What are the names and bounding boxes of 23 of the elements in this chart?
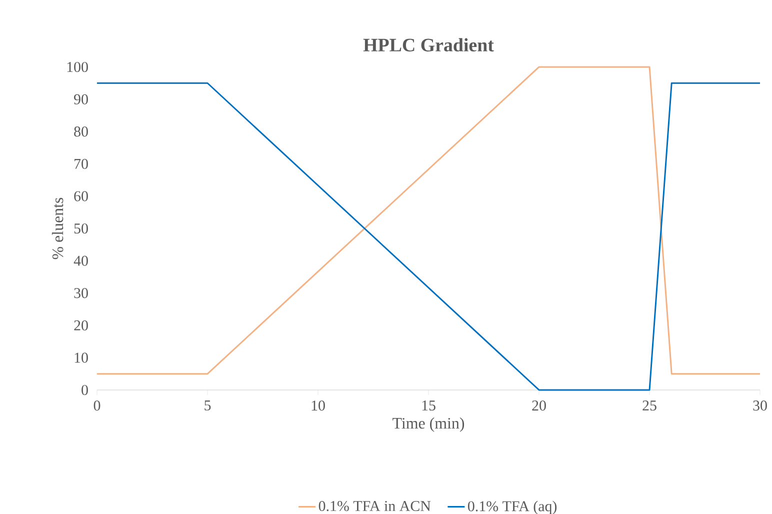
y-tick-label: 60: [74, 191, 88, 202]
y-tick-label: 80: [74, 126, 88, 137]
y-tick-label: 40: [74, 256, 88, 266]
y-tick-label: 10: [74, 352, 88, 363]
y-axis-title: % eluents: [52, 198, 64, 260]
x-tick-label: 0: [94, 400, 100, 411]
y-tick-label: 70: [74, 158, 88, 169]
y-tick-label: 90: [74, 94, 88, 104]
x-tick-label: 25: [642, 400, 656, 411]
legend-label: 0.1% TFA (aq): [468, 500, 557, 514]
y-tick-label: 50: [74, 223, 88, 234]
x-axis-title: Time (min): [392, 417, 464, 432]
x-tick-label: 15: [422, 400, 436, 411]
y-tick-label: 20: [74, 320, 88, 330]
x-tick-label: 30: [753, 400, 767, 411]
y-tick-label: 0: [82, 384, 88, 396]
chart-title: HPLC Gradient: [363, 38, 494, 52]
x-tick-label: 10: [312, 400, 325, 411]
x-tick-label: 20: [532, 400, 546, 411]
legend-label: 0.1% TFA in ACN: [318, 500, 431, 512]
y-tick-label: 30: [74, 288, 88, 298]
y-tick-label: 100: [67, 62, 88, 72]
x-tick-label: 5: [204, 400, 211, 410]
